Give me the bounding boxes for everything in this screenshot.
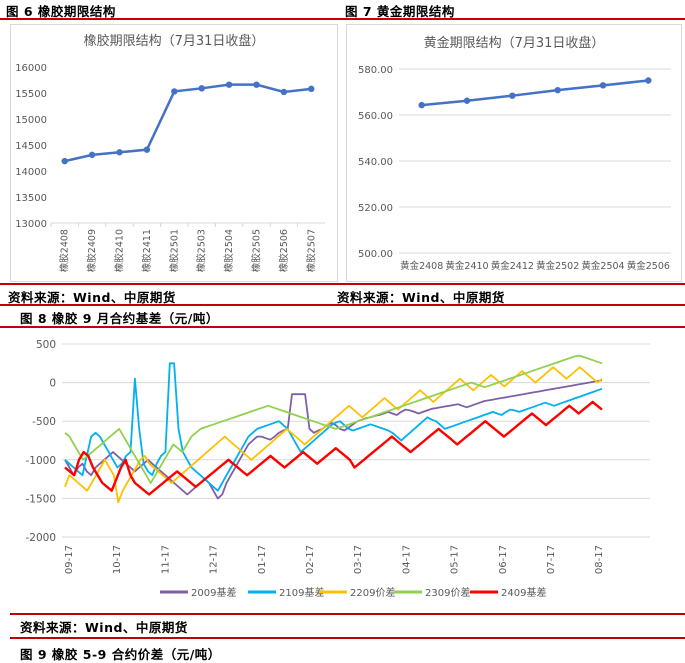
y-tick-label: 15500 — [15, 89, 47, 100]
y-tick-label: -1500 — [25, 493, 56, 505]
x-tick-label: 橡胶2410 — [114, 229, 126, 272]
x-tick-label: 橡胶2503 — [196, 229, 208, 272]
data-point — [599, 82, 607, 89]
legend-label: 2009基差 — [191, 586, 236, 599]
y-tick-label: 14000 — [15, 167, 47, 178]
source-fig8: 资料来源：Wind、中原期货 — [20, 620, 188, 635]
gold-term-chart: 黄金期限结构（7月31日收盘） 500.00 520.00 540.00 560.00 5… — [358, 35, 671, 272]
data-point — [554, 86, 561, 94]
basis-chart-area: -2000 -1500 -1000 -500 0 500 09-17 10-17 11-17 12… — [10, 330, 675, 610]
data-point — [116, 149, 123, 156]
y-tick-label: 14500 — [15, 141, 47, 152]
rubber-term-chart: 橡胶期限结构（7月31日收盘） 13000 13500 14000 14500 15000… — [15, 33, 325, 272]
x-tick-label: 橡胶2506 — [278, 229, 290, 272]
y-tick-label: 580.00 — [358, 65, 393, 76]
y-tick-label: -1000 — [25, 455, 56, 467]
x-tick-label: 黄金2410 — [445, 260, 488, 272]
rubber-term-chart-box: 橡胶期限结构（7月31日收盘） 13000 13500 14000 14500 15000… — [10, 24, 338, 282]
chart-title: 橡胶期限结构（7月31日收盘） — [84, 33, 265, 49]
y-tick-label: 0 — [49, 378, 56, 390]
series-line-2309 — [64, 354, 603, 484]
y-tick-label: -2000 — [25, 532, 56, 544]
data-point — [61, 157, 68, 165]
series-line-2409 — [64, 400, 603, 496]
x-tick-label: 橡胶2411 — [141, 229, 153, 272]
x-tick-label: 01-17 — [257, 545, 268, 574]
legend-label: 2109基差 — [279, 586, 324, 599]
basis-chart: -2000 -1500 -1000 -500 0 500 09-17 10-17 11-17 12… — [25, 339, 650, 599]
series-line-2009 — [64, 379, 603, 500]
series-line — [64, 83, 312, 163]
rule-under-term-charts — [0, 283, 685, 285]
legend-label: 2209价差 — [350, 586, 395, 599]
figure-8-caption: 图 8 橡胶 9 月合约基差（元/吨） — [20, 311, 219, 326]
data-point — [418, 101, 425, 109]
x-tick-label: 11-17 — [160, 545, 171, 574]
y-tick-label: 15000 — [15, 115, 47, 126]
figure-9-caption: 图 9 橡胶 5-9 合约价差（元/吨） — [20, 647, 221, 662]
data-point — [171, 88, 178, 95]
gold-term-chart-box: 黄金期限结构（7月31日收盘） 500.00 520.00 540.00 560.00 5… — [346, 24, 682, 282]
x-tick-label: 04-17 — [401, 545, 412, 574]
data-point — [308, 85, 315, 93]
data-point — [88, 151, 96, 159]
x-tick-label: 橡胶2408 — [59, 229, 71, 272]
x-tick-label: 黄金2412 — [491, 260, 534, 272]
x-tick-label: 黄金2502 — [536, 260, 579, 272]
source-left: 资料来源：Wind、中原期货 — [8, 290, 176, 305]
x-tick-label: 橡胶2507 — [305, 229, 317, 272]
x-tick-label: 10-17 — [112, 545, 123, 574]
rule-under-fig8-caption — [0, 326, 685, 328]
x-tick-label: 黄金2408 — [400, 260, 443, 272]
legend-label: 2409基差 — [501, 586, 546, 599]
y-tick-label: 520.00 — [358, 203, 393, 214]
data-point — [509, 92, 516, 99]
x-tick-label: 09-17 — [64, 545, 75, 574]
x-tick-label: 12-17 — [209, 545, 220, 574]
x-tick-label: 黄金2504 — [581, 260, 624, 272]
rule-above-fig8 — [0, 304, 685, 306]
data-point — [253, 81, 260, 88]
y-tick-label: 500.00 — [358, 249, 393, 260]
x-tick-label: 02-17 — [305, 545, 316, 574]
x-tick-label: 03-17 — [353, 545, 364, 574]
series-line-2209 — [64, 366, 603, 504]
x-tick-label: 橡胶2409 — [86, 229, 98, 272]
series-line-2109 — [64, 362, 603, 492]
y-tick-label: 13000 — [15, 219, 47, 230]
chart-title: 黄金期限结构（7月31日收盘） — [424, 35, 605, 51]
x-tick-label: 08-17 — [594, 545, 605, 574]
figure-6-caption: 图 6 橡胶期限结构 — [6, 4, 116, 19]
x-tick-label: 橡胶2505 — [251, 229, 263, 272]
x-tick-label: 橡胶2504 — [223, 229, 235, 272]
x-tick-label: 07-17 — [546, 545, 557, 574]
y-tick-label: 540.00 — [358, 157, 393, 168]
figure-7-caption: 图 7 黄金期限结构 — [345, 4, 455, 19]
y-tick-label: -500 — [32, 416, 56, 428]
series-line — [421, 79, 649, 107]
rule-above-fig9 — [10, 637, 685, 639]
data-point — [645, 77, 652, 84]
data-point — [463, 97, 471, 104]
y-tick-label: 560.00 — [358, 111, 393, 122]
x-tick-label: 黄金2506 — [627, 260, 670, 272]
source-right: 资料来源：Wind、中原期货 — [337, 290, 505, 305]
x-tick-label: 05-17 — [450, 545, 461, 574]
y-tick-label: 16000 — [15, 63, 47, 74]
data-point — [143, 146, 151, 153]
y-tick-label: 13500 — [15, 193, 47, 204]
top-rule — [0, 18, 685, 20]
x-tick-label: 橡胶2501 — [168, 229, 180, 272]
y-tick-label: 500 — [36, 339, 56, 351]
rule-under-basis-chart — [10, 613, 685, 615]
data-point — [198, 85, 205, 92]
data-point — [225, 81, 233, 88]
data-point — [280, 88, 288, 96]
x-tick-label: 06-17 — [498, 545, 509, 574]
legend-label: 2309价差 — [425, 586, 470, 599]
